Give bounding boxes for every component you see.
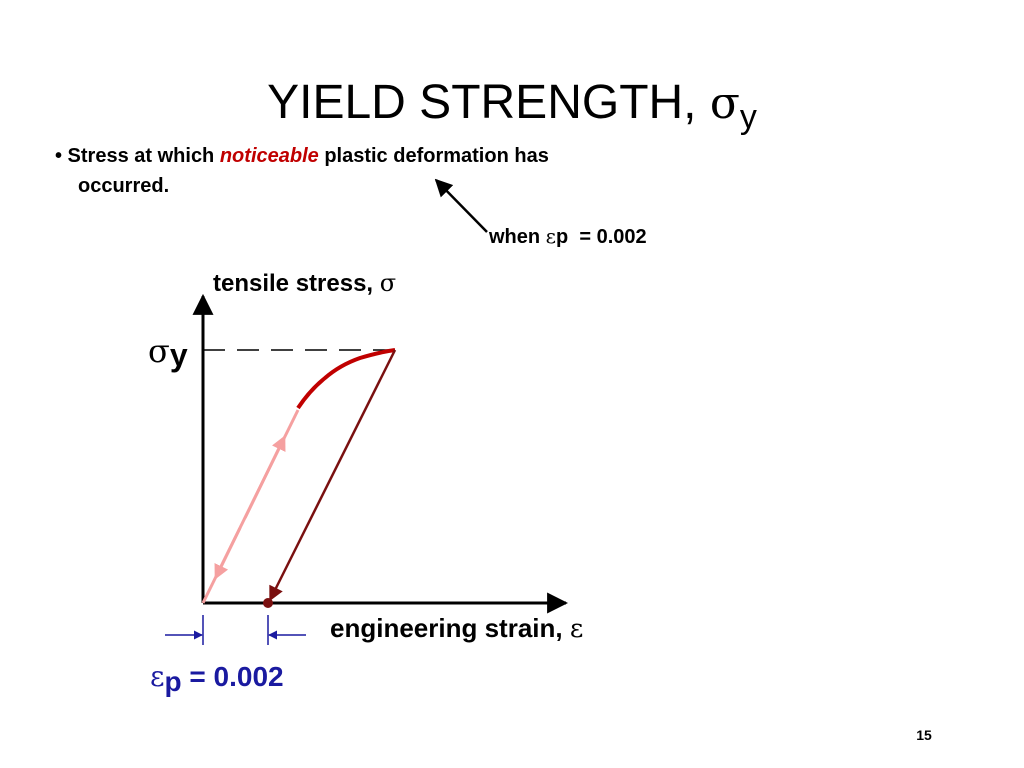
yield-subscript: y (170, 337, 188, 373)
title: YIELD STRENGTH, σy (267, 76, 757, 136)
loading-arrow (243, 435, 286, 519)
unload-line (268, 349, 397, 602)
title-subscript: y (740, 98, 757, 136)
plastic-curve (296, 348, 396, 410)
bullet: • Stress at which noticeable plastic def… (55, 145, 549, 167)
offset-value: = 0.002 (182, 661, 284, 692)
x-axis-label-symbol: ε (570, 614, 583, 644)
bullet-emphasis: noticeable (220, 145, 319, 167)
page-number: 15 (916, 727, 932, 743)
title-text: YIELD STRENGTH, (267, 76, 710, 129)
unloading-arrow (214, 527, 242, 580)
y-axis-label: tensile stress, σ (213, 269, 396, 297)
y-axis-label-symbol: σ (380, 269, 396, 297)
title-symbol: σ (710, 78, 740, 129)
offset-label: εp = 0.002 (150, 660, 284, 697)
offset-subscript: p (165, 666, 182, 697)
x-axis-label: engineering strain, ε (330, 613, 583, 644)
annotation-text: when (488, 226, 546, 248)
bullet-text: plastic deformation has (319, 145, 549, 167)
annotation: when εp = 0.002 (488, 224, 647, 248)
annotation-symbol: ε (546, 224, 556, 248)
yield-symbol: σ (148, 332, 170, 370)
yield-label: σy (148, 332, 188, 373)
offset-symbol: ε (150, 660, 165, 693)
annotation-value: = 0.002 (568, 226, 646, 248)
annotation-subscript: p (556, 226, 568, 248)
x-axis-label-text: engineering strain, (330, 613, 570, 643)
bullet-line: occurred. (78, 175, 169, 197)
offset-point (263, 598, 273, 608)
annotation-arrow (434, 178, 488, 233)
y-axis-label-text: tensile stress, (213, 270, 380, 297)
bullet-text: • Stress at which (55, 145, 220, 167)
